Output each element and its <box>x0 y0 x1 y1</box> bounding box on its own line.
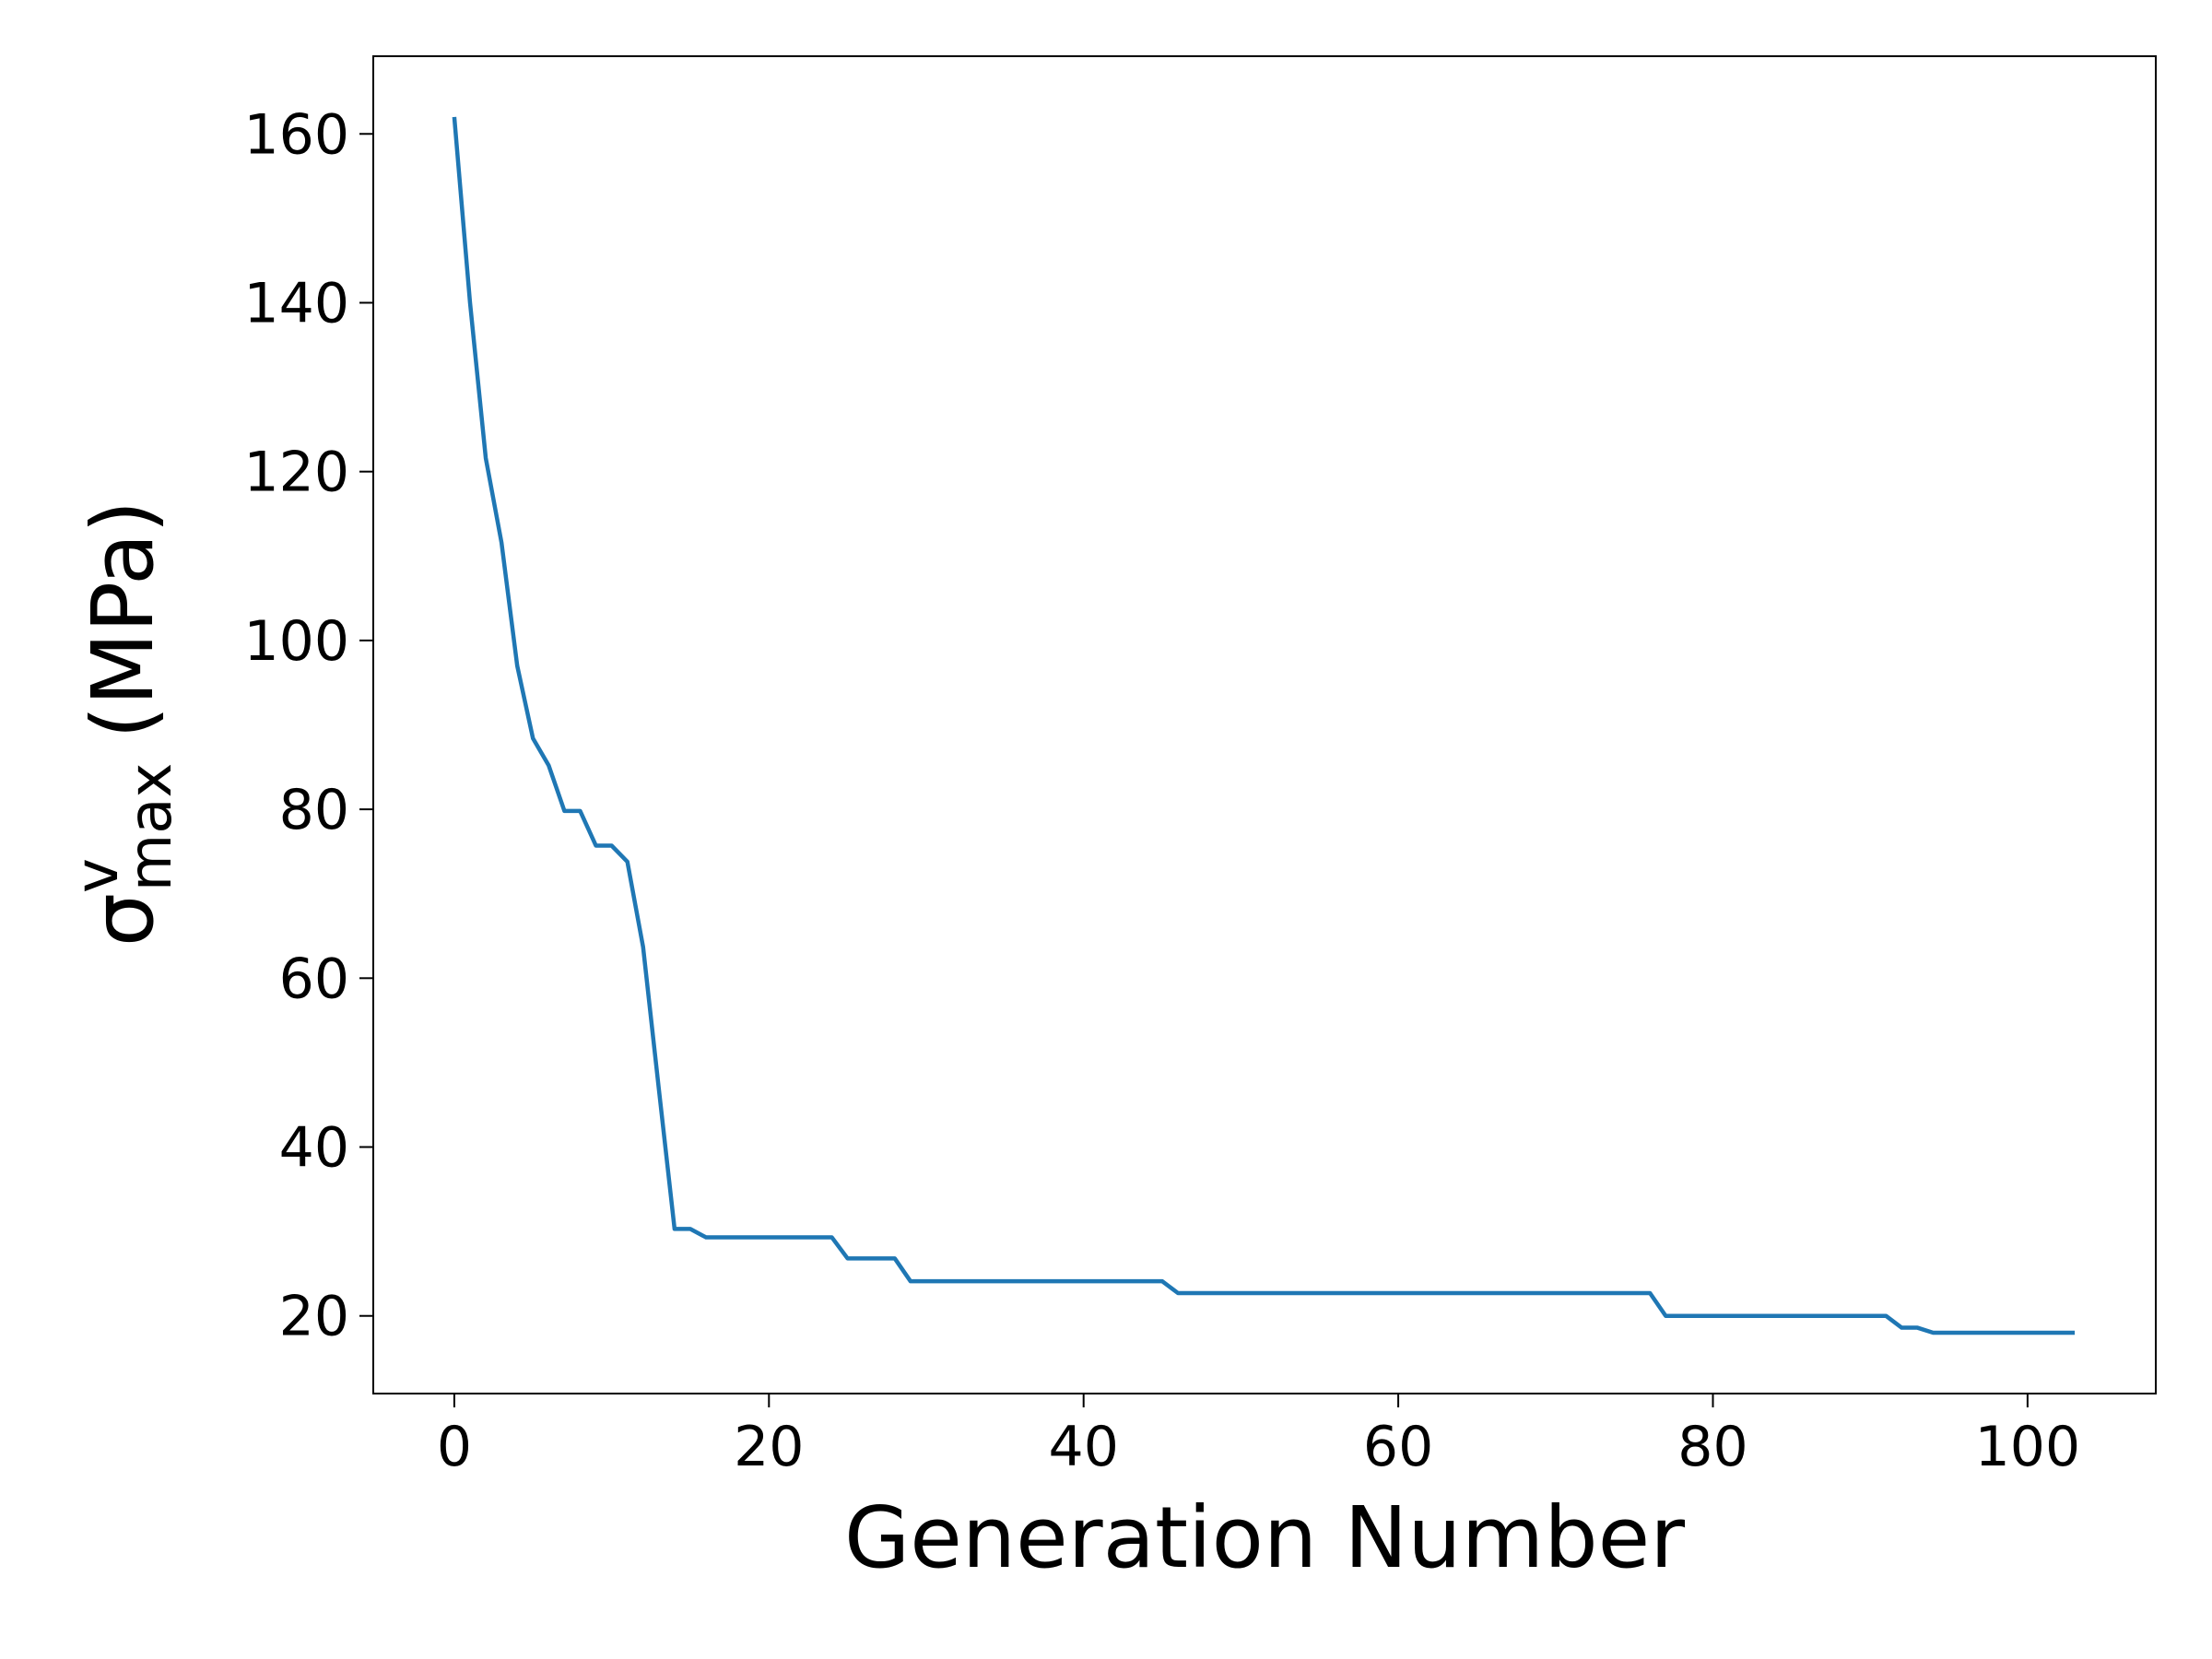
x-tick-label: 80 <box>1677 1415 1747 1479</box>
y-tick-label: 160 <box>243 102 349 167</box>
x-tick-label: 60 <box>1363 1415 1433 1479</box>
y-tick-label: 80 <box>279 778 349 842</box>
y-tick-label: 40 <box>279 1116 349 1181</box>
y-label-symbol: σ <box>74 893 172 947</box>
y-label-superscript: v <box>64 858 132 893</box>
plot-frame <box>372 55 2157 1394</box>
y-label-subscript: max <box>117 763 185 891</box>
y-tick-label: 20 <box>279 1285 349 1349</box>
y-label-unit: (MPa) <box>74 500 172 739</box>
x-tick-label: 100 <box>1975 1415 2081 1479</box>
x-tick-label: 40 <box>1049 1415 1119 1479</box>
y-axis-label: σvmax (MPa) <box>64 500 185 947</box>
data-line <box>452 116 2076 1335</box>
y-tick-label: 100 <box>243 609 349 674</box>
x-axis-label: Generation Number <box>844 1488 1685 1587</box>
y-tick-label: 120 <box>243 441 349 505</box>
x-tick-label: 0 <box>437 1415 472 1479</box>
y-tick-label: 60 <box>279 947 349 1011</box>
x-tick-label: 20 <box>734 1415 804 1479</box>
y-tick-label: 140 <box>243 271 349 335</box>
